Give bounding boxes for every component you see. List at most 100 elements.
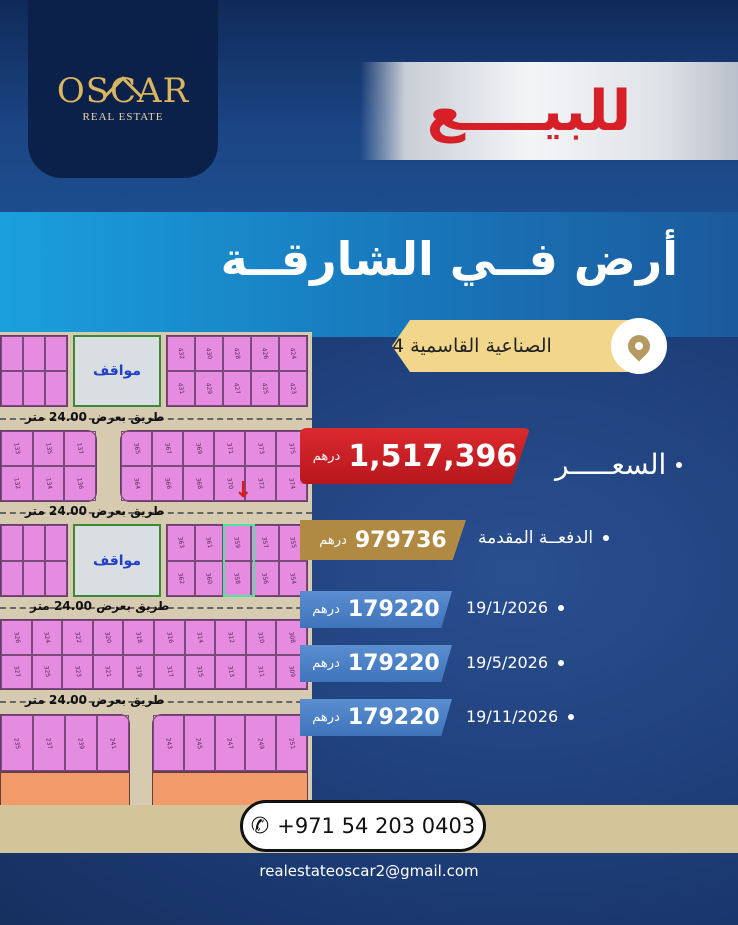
installment-amount: 179220 bbox=[347, 705, 440, 730]
plot-map: مواقف 432 430 428 426 424 431 429 427 425 423 طري… bbox=[0, 332, 312, 806]
lot-block: 243 245 247 249 251 bbox=[152, 714, 308, 772]
lot-block: 432 430 428 426 424 431 429 427 425 423 bbox=[166, 335, 308, 407]
lot: 431 bbox=[167, 371, 195, 406]
lot-number: 375 bbox=[287, 442, 296, 455]
lot: 136 bbox=[64, 466, 96, 501]
lot-number: 427 bbox=[232, 382, 242, 395]
lot-number: 133 bbox=[12, 442, 22, 455]
lot-number: 364 bbox=[132, 477, 141, 490]
lot: 251 bbox=[276, 715, 307, 771]
bullet bbox=[603, 535, 610, 541]
lot: 424 bbox=[279, 336, 307, 371]
road-label: طريق بعرض 24.00 متر bbox=[30, 599, 170, 613]
lot: 368 bbox=[183, 466, 214, 501]
lot: 249 bbox=[245, 715, 277, 771]
price-ribbon: درهم 1,517,396 bbox=[300, 428, 530, 484]
lot: 373 bbox=[245, 431, 276, 466]
lot-number: 367 bbox=[163, 442, 172, 455]
lot: 366 bbox=[152, 466, 183, 501]
installment-date-row: 19/11/2026 bbox=[466, 707, 575, 726]
lot-number: 428 bbox=[232, 347, 242, 360]
lot-number: 249 bbox=[256, 736, 266, 750]
road-label: طريق بعرض 24.00 متر bbox=[25, 693, 165, 707]
down-amount: 979736 bbox=[354, 527, 447, 553]
brand-tagline: REAL ESTATE bbox=[82, 111, 164, 123]
lot-number: 431 bbox=[176, 382, 186, 395]
lot: 310 bbox=[245, 620, 277, 655]
price-currency: درهم bbox=[312, 448, 341, 464]
location-label: الصناعية القاسمية 4 bbox=[392, 335, 552, 357]
lot: 237 bbox=[33, 715, 65, 771]
lot: 239 bbox=[65, 715, 97, 771]
lot-block bbox=[0, 524, 68, 597]
lot-number: 354 bbox=[288, 572, 298, 585]
lot: 354 bbox=[279, 560, 307, 596]
lot-number: 360 bbox=[204, 572, 214, 585]
lot-number: 429 bbox=[204, 382, 214, 395]
lot-number: 432 bbox=[176, 347, 186, 360]
map-pin-icon bbox=[611, 318, 667, 374]
lot: 423 bbox=[279, 371, 307, 406]
title-band bbox=[0, 212, 738, 337]
lot: 315 bbox=[184, 654, 216, 689]
price-amount: 1,517,396 bbox=[348, 438, 518, 474]
lot: 357 bbox=[251, 525, 279, 561]
price-label-row: السعـــــر bbox=[555, 448, 683, 481]
lot: 364 bbox=[121, 466, 152, 501]
lot-number: 361 bbox=[204, 536, 214, 549]
lot-block: 365 367 369 371 373 375 364 366 368 370 372 374 bbox=[120, 430, 308, 502]
lot-number: 243 bbox=[163, 736, 173, 750]
parking-area: مواقف bbox=[73, 524, 161, 597]
lot: 360 bbox=[195, 560, 223, 596]
page-title: أرض فــي الشارقــة bbox=[220, 232, 678, 286]
lot: 362 bbox=[167, 560, 195, 596]
lot-number: 326 bbox=[11, 631, 21, 644]
installment-ribbon: درهم 179220 bbox=[300, 591, 452, 628]
lot-number: 245 bbox=[194, 736, 204, 750]
lot-number: 235 bbox=[12, 736, 22, 750]
lot-number: 366 bbox=[163, 477, 172, 490]
lot-number: 321 bbox=[103, 665, 113, 678]
installment-date: 19/1/2026 bbox=[466, 598, 549, 617]
installment-date-row: 19/1/2026 bbox=[466, 598, 565, 617]
lot-number: 355 bbox=[288, 536, 298, 549]
installment-currency: درهم bbox=[312, 656, 340, 671]
lot-number: 373 bbox=[256, 442, 265, 455]
down-currency: درهم bbox=[319, 532, 347, 548]
lot: 132 bbox=[1, 466, 33, 501]
lot-number: 316 bbox=[164, 631, 174, 644]
lot-number: 426 bbox=[260, 347, 270, 360]
installment-date: 19/11/2026 bbox=[466, 707, 559, 726]
lot-number: 362 bbox=[176, 572, 186, 585]
lot-number: 312 bbox=[226, 631, 235, 644]
lot-number: 374 bbox=[287, 477, 296, 490]
lot-number: 317 bbox=[164, 665, 174, 678]
installment-amount: 179220 bbox=[347, 651, 440, 676]
installment-ribbon: درهم 179220 bbox=[300, 699, 452, 736]
lot-number: 371 bbox=[225, 442, 234, 455]
lot: 369 bbox=[183, 431, 214, 466]
road-label: طريق بعرض 24.00 متر bbox=[25, 410, 165, 424]
lot: 320 bbox=[92, 620, 124, 655]
road-label: طريق بعرض 24.00 متر bbox=[25, 504, 165, 518]
lot-number: 134 bbox=[44, 477, 53, 490]
installment-date: 19/5/2026 bbox=[466, 653, 549, 672]
lot-number: 137 bbox=[75, 442, 85, 455]
lot: 321 bbox=[92, 654, 124, 689]
lot-number: 309 bbox=[287, 665, 297, 678]
lot: 314 bbox=[184, 620, 216, 655]
lot-number: 320 bbox=[103, 631, 113, 644]
email-link[interactable]: realestateoscar2@gmail.com bbox=[259, 862, 479, 880]
lot: 327 bbox=[1, 654, 32, 689]
lot: 137 bbox=[64, 431, 96, 466]
phone-button[interactable]: ✆ +971 54 203 0403 bbox=[240, 800, 486, 852]
lot: 427 bbox=[223, 371, 251, 406]
lot-number: 425 bbox=[260, 382, 270, 395]
lot: 313 bbox=[215, 654, 246, 689]
lot-number: 136 bbox=[75, 477, 85, 490]
phone-number: +971 54 203 0403 bbox=[277, 814, 476, 838]
lot-number: 135 bbox=[44, 442, 53, 455]
lot: 326 bbox=[1, 620, 32, 655]
lot: 243 bbox=[153, 715, 184, 771]
brand-name: OSCAR bbox=[56, 71, 190, 111]
